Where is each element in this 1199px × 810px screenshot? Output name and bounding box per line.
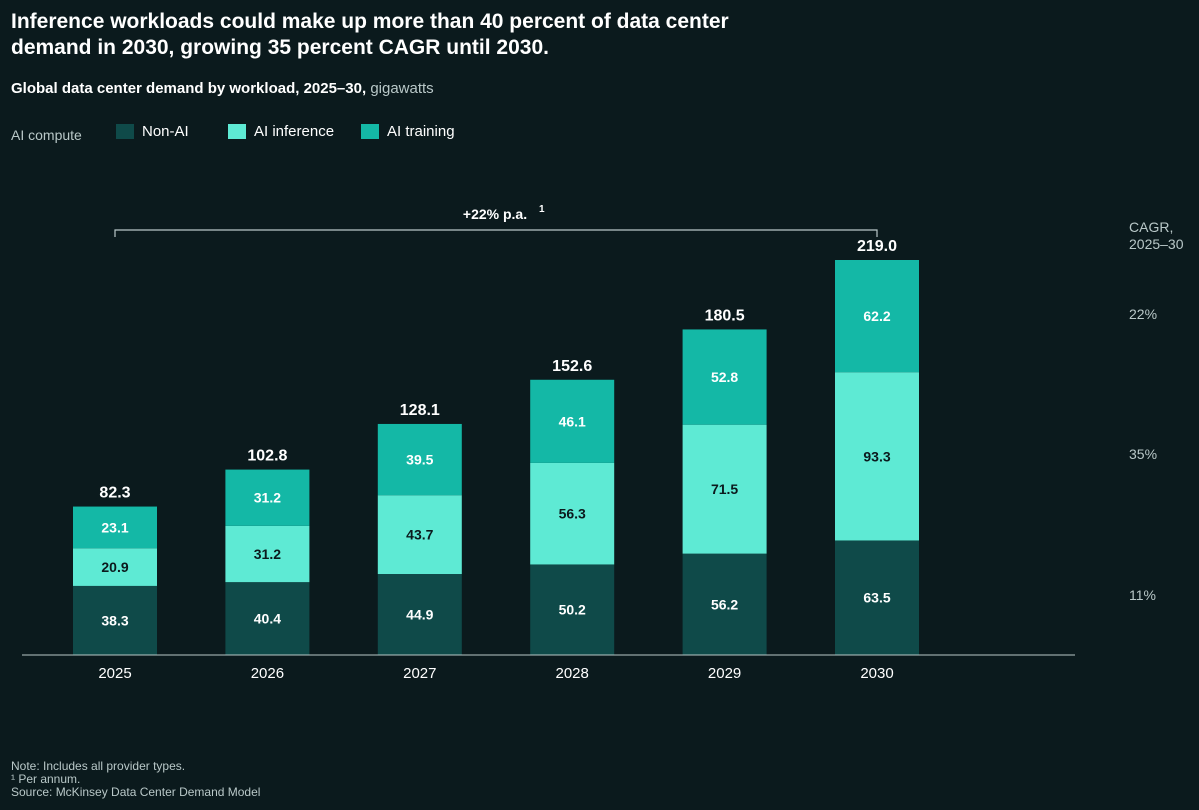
source-text: Source: McKinsey Data Center Demand Mode… [11, 785, 261, 799]
bar-segment-non-ai-2029 [682, 553, 767, 655]
data-label-non-ai-2026: 40.4 [254, 611, 281, 627]
data-label-ai-inference-2028: 56.3 [559, 506, 586, 522]
subtitle-text: Global data center demand by workload, 2… [11, 80, 367, 97]
x-tick-label-2028: 2028 [556, 665, 589, 682]
legend-item-non-ai: Non-AI [116, 122, 189, 140]
total-label-2025: 82.3 [99, 485, 130, 502]
data-label-ai-training-2030: 62.2 [863, 308, 890, 324]
cagr-header-line2: 2025–30 [1129, 236, 1184, 252]
total-label-2027: 128.1 [400, 402, 440, 419]
bar-segment-non-ai-2027 [377, 574, 462, 655]
legend-group-label: AI compute [11, 127, 82, 143]
data-label-ai-training-2026: 31.2 [254, 490, 281, 506]
cagr-header: CAGR, 2025–30 [1129, 219, 1184, 253]
data-label-non-ai-2028: 50.2 [559, 602, 586, 618]
chart-title: Inference workloads could make up more t… [11, 10, 729, 59]
legend-swatch-ai-inference [228, 123, 246, 139]
bar-segment-non-ai-2026 [225, 582, 310, 655]
data-label-ai-training-2028: 46.1 [559, 413, 586, 429]
legend-label-ai-inference: AI inference [254, 122, 335, 140]
total-label-2030: 219.0 [857, 238, 897, 255]
chart-subtitle: Global data center demand by workload, 2… [11, 80, 434, 98]
cagr-header-line1: CAGR, [1129, 219, 1174, 235]
x-tick-label-2025: 2025 [98, 665, 131, 682]
growth-bracket: +22% p.a. 1 [114, 204, 878, 237]
cagr-non-ai: 11% [1129, 587, 1156, 603]
data-label-non-ai-2027: 44.9 [406, 607, 433, 623]
cagr-ai-inference: 35% [1129, 446, 1158, 462]
subtitle-unit: gigawatts [370, 80, 434, 97]
x-tick-label-2026: 2026 [251, 665, 284, 682]
growth-footnote-mark: 1 [539, 204, 545, 215]
bar-segment-ai-training-2029 [682, 329, 767, 425]
footnotes: Note: Includes all provider types. ¹ Per… [11, 760, 260, 799]
legend-swatch-ai-training [361, 123, 379, 139]
bar-segment-ai-inference-2029 [682, 424, 767, 554]
growth-bracket-line [114, 229, 878, 237]
bar-segment-ai-training-2026 [225, 469, 310, 526]
legend-item-ai-training: AI training [361, 122, 455, 140]
note-text: Note: Includes all provider types. [11, 759, 186, 773]
data-label-ai-inference-2026: 31.2 [254, 546, 281, 562]
bar-segment-ai-inference-2028 [530, 462, 615, 565]
bar-segment-non-ai-2030 [835, 540, 919, 655]
data-label-non-ai-2029: 56.2 [711, 596, 738, 612]
bar-segment-ai-training-2025 [73, 506, 157, 549]
legend-label-non-ai: Non-AI [142, 122, 189, 140]
footnote-text: ¹ Per annum. [11, 772, 81, 786]
growth-annotation: +22% p.a. [463, 206, 527, 222]
bar-segment-ai-inference-2026 [225, 525, 310, 583]
data-label-ai-inference-2029: 71.5 [711, 481, 738, 497]
legend-label-ai-training: AI training [387, 122, 455, 140]
x-tick-label-2029: 2029 [708, 665, 741, 682]
total-label-2026: 102.8 [247, 448, 287, 465]
legend-swatch-non-ai [116, 123, 134, 139]
bar-segment-ai-inference-2027 [377, 495, 462, 575]
total-label-2029: 180.5 [705, 307, 745, 324]
total-label-2028: 152.6 [552, 358, 592, 375]
data-label-ai-inference-2030: 93.3 [863, 448, 890, 464]
x-tick-label-2030: 2030 [860, 665, 893, 682]
data-label-ai-training-2029: 52.8 [711, 369, 738, 385]
bar-segment-ai-training-2028 [530, 379, 615, 463]
bar-segment-ai-inference-2030 [835, 372, 919, 541]
data-label-non-ai-2025: 38.3 [101, 612, 128, 628]
data-label-ai-training-2027: 39.5 [406, 452, 433, 468]
bar-segment-non-ai-2028 [530, 564, 615, 655]
bars-layer: 38.3 20.9 23.1 82.3 2025 40.4 31.2 31.2 102.8 202… [73, 238, 919, 682]
data-label-ai-inference-2025: 20.9 [101, 559, 128, 575]
data-label-non-ai-2030: 63.5 [863, 590, 890, 606]
bar-segment-non-ai-2025 [73, 585, 157, 655]
bar-segment-ai-training-2027 [377, 423, 462, 496]
legend-item-ai-inference: AI inference [228, 122, 334, 140]
bar-segment-ai-inference-2025 [73, 548, 157, 586]
x-tick-label-2027: 2027 [403, 665, 436, 682]
bar-segment-ai-training-2030 [835, 260, 919, 373]
cagr-ai-training: 22% [1129, 306, 1158, 322]
data-label-ai-inference-2027: 43.7 [406, 527, 433, 543]
data-label-ai-training-2025: 23.1 [101, 519, 128, 535]
